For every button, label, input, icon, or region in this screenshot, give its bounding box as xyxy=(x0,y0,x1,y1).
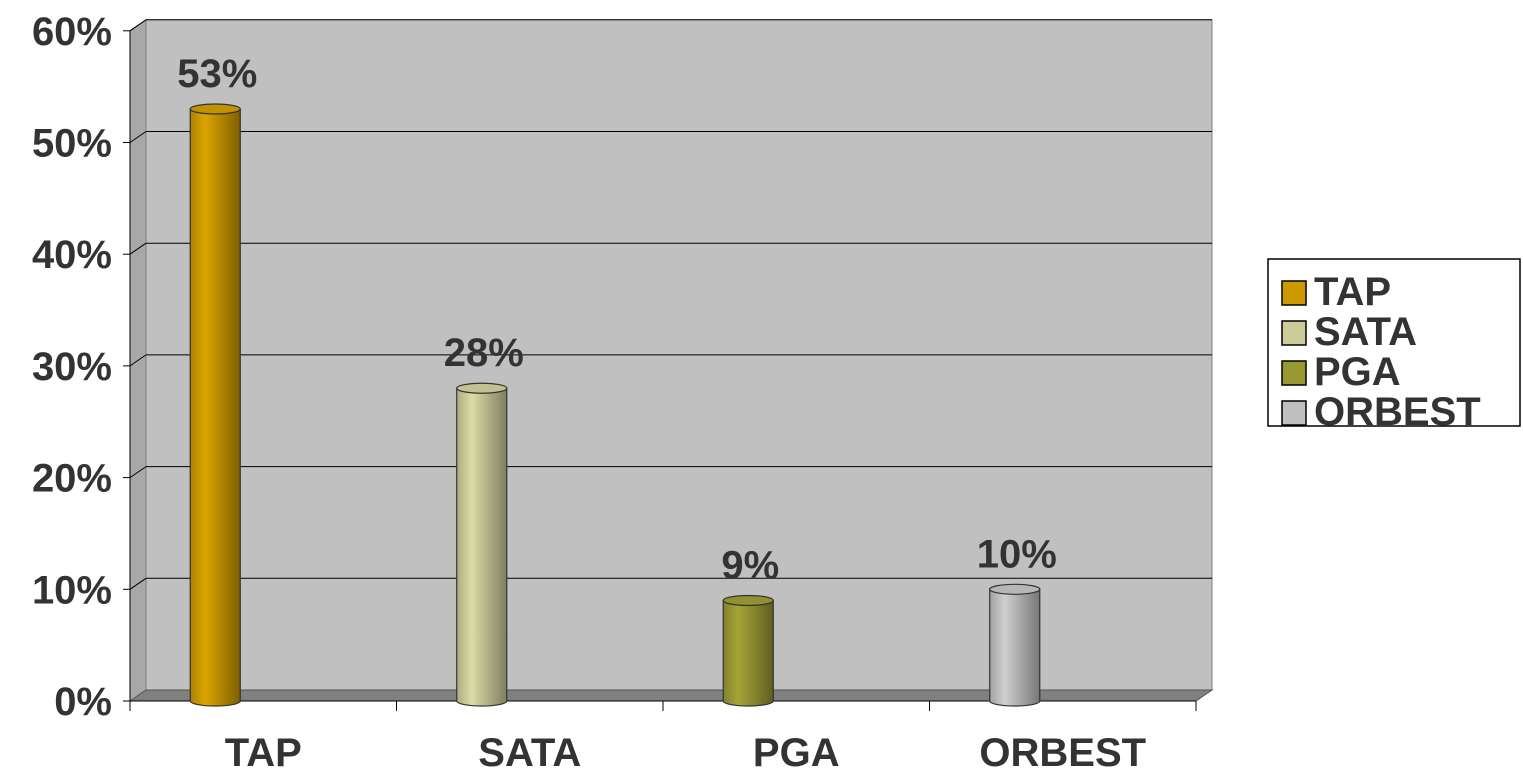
x-tick-label: TAP xyxy=(225,731,302,771)
legend-swatch xyxy=(1281,320,1307,346)
data-label-orbest: 10% xyxy=(977,532,1057,576)
data-label-tap: 53% xyxy=(177,52,257,96)
y-tick-label: 40% xyxy=(32,233,112,277)
bar-orbest xyxy=(989,583,1041,707)
data-label-sata: 28% xyxy=(444,331,524,375)
y-tick-label: 50% xyxy=(32,122,112,166)
legend-swatch xyxy=(1281,280,1307,306)
bar-top xyxy=(456,382,508,394)
bar-top xyxy=(189,103,241,115)
x-tick-label: ORBEST xyxy=(979,731,1146,771)
legend-swatch xyxy=(1281,400,1307,426)
legend-label: ORBEST xyxy=(1314,390,1481,434)
y-tick-label: 20% xyxy=(32,457,112,501)
data-labels: 53% 28% 9% 10% xyxy=(177,52,1057,587)
legend-label: PGA xyxy=(1314,350,1401,394)
bar-body xyxy=(722,599,774,707)
bar-tap xyxy=(189,103,241,707)
legend-label: SATA xyxy=(1314,310,1417,354)
bar-pga xyxy=(722,594,774,707)
legend-label: TAP xyxy=(1314,270,1391,314)
legend-box xyxy=(1267,258,1521,427)
gridline-side xyxy=(129,242,147,255)
x-tick-label: SATA xyxy=(478,731,581,771)
y-tick-label: 0% xyxy=(54,680,112,724)
bar-body xyxy=(189,108,241,707)
bar-sata xyxy=(456,382,508,707)
y-tick-label: 30% xyxy=(32,345,112,389)
gridline-side xyxy=(129,466,147,479)
bar-top xyxy=(989,583,1041,595)
y-tick-label: 60% xyxy=(32,10,112,54)
bar-body xyxy=(456,387,508,707)
gridline-side xyxy=(129,19,147,32)
axes: 0% 10% 20% 30% 40% 50% 60% TAP SATA PGA ORBEST xyxy=(32,10,1197,775)
plot-area xyxy=(128,18,1214,702)
data-label-pga: 9% xyxy=(721,543,779,587)
bar-body xyxy=(989,588,1041,707)
gridline-side xyxy=(129,131,147,143)
bar-top xyxy=(722,594,774,607)
bars xyxy=(189,103,1041,707)
gridline-side xyxy=(129,577,147,590)
x-tick-label: PGA xyxy=(753,731,840,771)
legend-swatch xyxy=(1281,360,1307,386)
plot-floor xyxy=(128,689,1214,702)
y-tick-label: 10% xyxy=(32,568,112,612)
gridline-side xyxy=(129,354,147,367)
